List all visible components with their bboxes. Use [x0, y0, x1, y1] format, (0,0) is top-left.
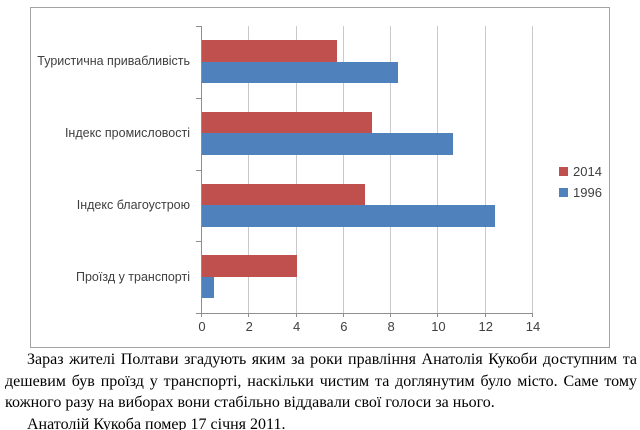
gridline — [342, 26, 344, 313]
plot-area: 0 2 4 6 8 10 12 14 Туристична привабливість Індек… — [37, 26, 540, 334]
y-axis-line — [201, 26, 202, 314]
x-tick-label: 6 — [340, 319, 348, 334]
category-label: Туристична привабливість — [37, 54, 190, 69]
x-axis-tick — [532, 313, 533, 317]
legend-swatch-1996-icon — [559, 188, 568, 197]
x-axis-tick — [484, 313, 486, 317]
bar-2014 — [202, 255, 297, 277]
y-axis-tick — [196, 169, 201, 171]
legend-item-1996: 1996 — [559, 182, 602, 203]
legend-label-2014: 2014 — [573, 164, 602, 179]
x-axis-tick — [201, 313, 202, 317]
x-axis-tick — [437, 313, 439, 317]
y-axis-tick — [196, 97, 201, 99]
bar-1996 — [202, 61, 399, 83]
y-axis-tick — [196, 241, 201, 243]
x-tick-label: 4 — [292, 319, 301, 334]
bar-chart: 0 2 4 6 8 10 12 14 Туристична привабливість Індек… — [30, 7, 610, 348]
paragraph-2: Анатолій Кукоба помер 17 січня 2011. — [27, 415, 286, 430]
bar-1996 — [202, 276, 214, 299]
x-tick-label: 0 — [198, 319, 206, 334]
bar-2014 — [202, 40, 337, 62]
gridline — [437, 26, 439, 313]
x-tick-label: 10 — [431, 319, 446, 334]
bar-1996 — [202, 205, 496, 227]
caption-text: Зараз жителі Полтави згадують яким за ро… — [5, 349, 637, 430]
bar-1996 — [202, 133, 453, 155]
gridline — [390, 26, 392, 313]
category-label: Індекс промисловості — [64, 126, 190, 141]
chart-legend: 2014 1996 — [559, 161, 602, 203]
gridline — [248, 26, 250, 313]
bar-2014 — [202, 111, 373, 134]
x-tick-label: 2 — [245, 319, 253, 334]
gridline — [484, 26, 486, 313]
bar-2014 — [202, 183, 366, 205]
x-axis-tick — [295, 313, 297, 317]
x-axis-line — [201, 313, 533, 314]
x-axis-tick — [342, 313, 344, 317]
y-axis-tick — [196, 26, 201, 27]
gridline — [532, 26, 533, 313]
legend-label-1996: 1996 — [573, 185, 602, 200]
x-tick-label: 8 — [387, 319, 395, 334]
legend-item-2014: 2014 — [559, 161, 602, 182]
x-tick-label: 12 — [478, 319, 493, 334]
paragraph-1: Зараз жителі Полтави згадують яким за ро… — [5, 351, 637, 411]
x-tick-label: 14 — [525, 319, 541, 334]
gridline — [295, 26, 297, 313]
x-axis-tick — [390, 313, 392, 317]
category-label: Індекс благоустрою — [76, 197, 190, 212]
category-label: Проїзд у транспорті — [76, 269, 190, 284]
legend-swatch-2014-icon — [559, 167, 568, 176]
x-axis-tick — [248, 313, 250, 317]
y-axis-tick — [196, 313, 201, 314]
